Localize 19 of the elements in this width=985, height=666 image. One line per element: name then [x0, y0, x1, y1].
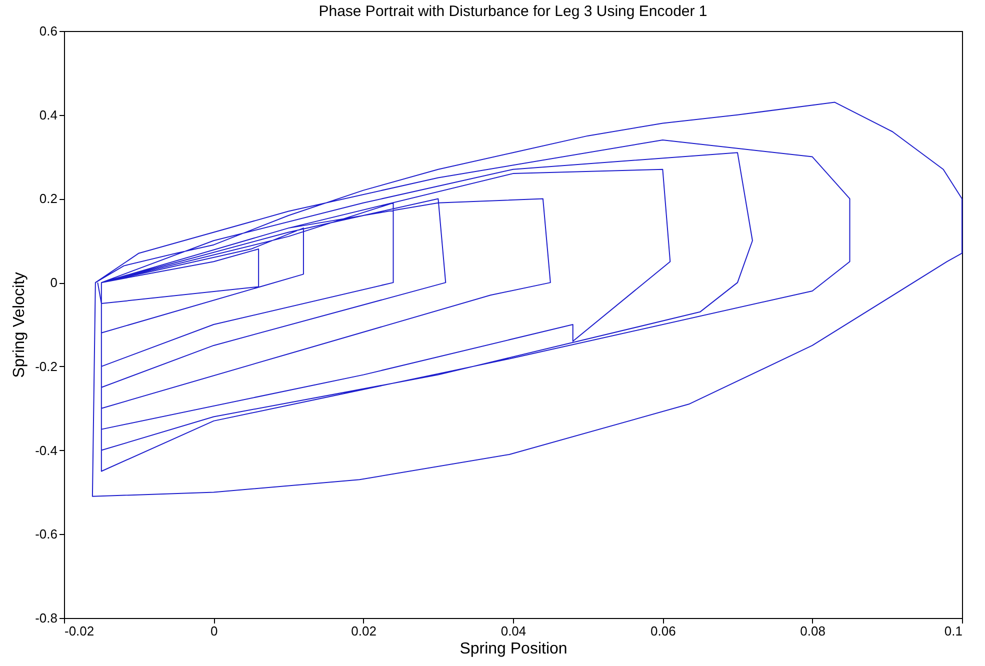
- y-tick-label: 0.2: [39, 191, 58, 206]
- y-tick-label: 0.4: [39, 107, 58, 122]
- y-tick-label: 0.6: [39, 24, 58, 38]
- x-tick-label: 0.04: [500, 624, 526, 638]
- y-tick-label: 0: [50, 275, 58, 290]
- y-tick-label: -0.8: [35, 610, 58, 626]
- line-series: [92, 102, 962, 497]
- x-tick-label: 0.1: [944, 624, 962, 638]
- y-axis-title: Spring Velocity: [11, 272, 28, 378]
- x-tick-label: 0.06: [650, 624, 676, 638]
- x-tick-label: 0: [210, 624, 218, 638]
- y-tick-label: -0.4: [35, 442, 58, 458]
- x-tick-label: 0.02: [351, 624, 376, 638]
- y-tick-label: -0.6: [35, 526, 58, 542]
- x-tick-label: 0.08: [800, 624, 826, 638]
- y-tick-label: -0.2: [35, 358, 58, 374]
- chart-title: Phase Portrait with Disturbance for Leg 3 Using Encoder 1: [318, 3, 708, 20]
- x-axis-title: Spring Position: [460, 640, 568, 658]
- x-tick-label: -0.02: [64, 624, 94, 638]
